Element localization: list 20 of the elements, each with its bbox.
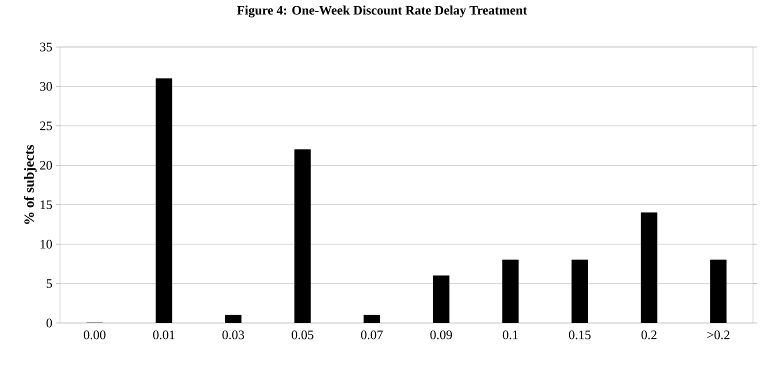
chart-title: Figure 4: One-Week Discount Rate Delay Treatment xyxy=(237,6,528,18)
x-tick-label: 0.07 xyxy=(361,330,383,340)
x-tick-label: 0.03 xyxy=(222,330,244,340)
y-tick-label: 30 xyxy=(40,82,52,91)
y-tick-label: 35 xyxy=(40,42,52,52)
x-tick-label: 0.00 xyxy=(84,330,106,340)
y-tick-label: 15 xyxy=(40,200,52,210)
x-tick-label: 0.01 xyxy=(153,330,175,340)
y-tick-label: 20 xyxy=(40,160,52,170)
y-tick-label: 10 xyxy=(40,240,52,249)
x-tick-label: 0.09 xyxy=(430,330,452,340)
y-tick-label: 25 xyxy=(40,122,52,130)
y-tick-label: 5 xyxy=(46,279,52,288)
y-tick-label: 0 xyxy=(46,318,52,328)
y-axis-title: % of subjects xyxy=(24,145,37,224)
x-tick-label: >0.2 xyxy=(707,330,730,340)
x-tick-label: 0.05 xyxy=(292,330,314,340)
x-tick-label: 0.15 xyxy=(568,330,591,340)
x-tick-label: 0.2 xyxy=(641,330,656,340)
x-tick-label: 0.1 xyxy=(502,330,518,340)
